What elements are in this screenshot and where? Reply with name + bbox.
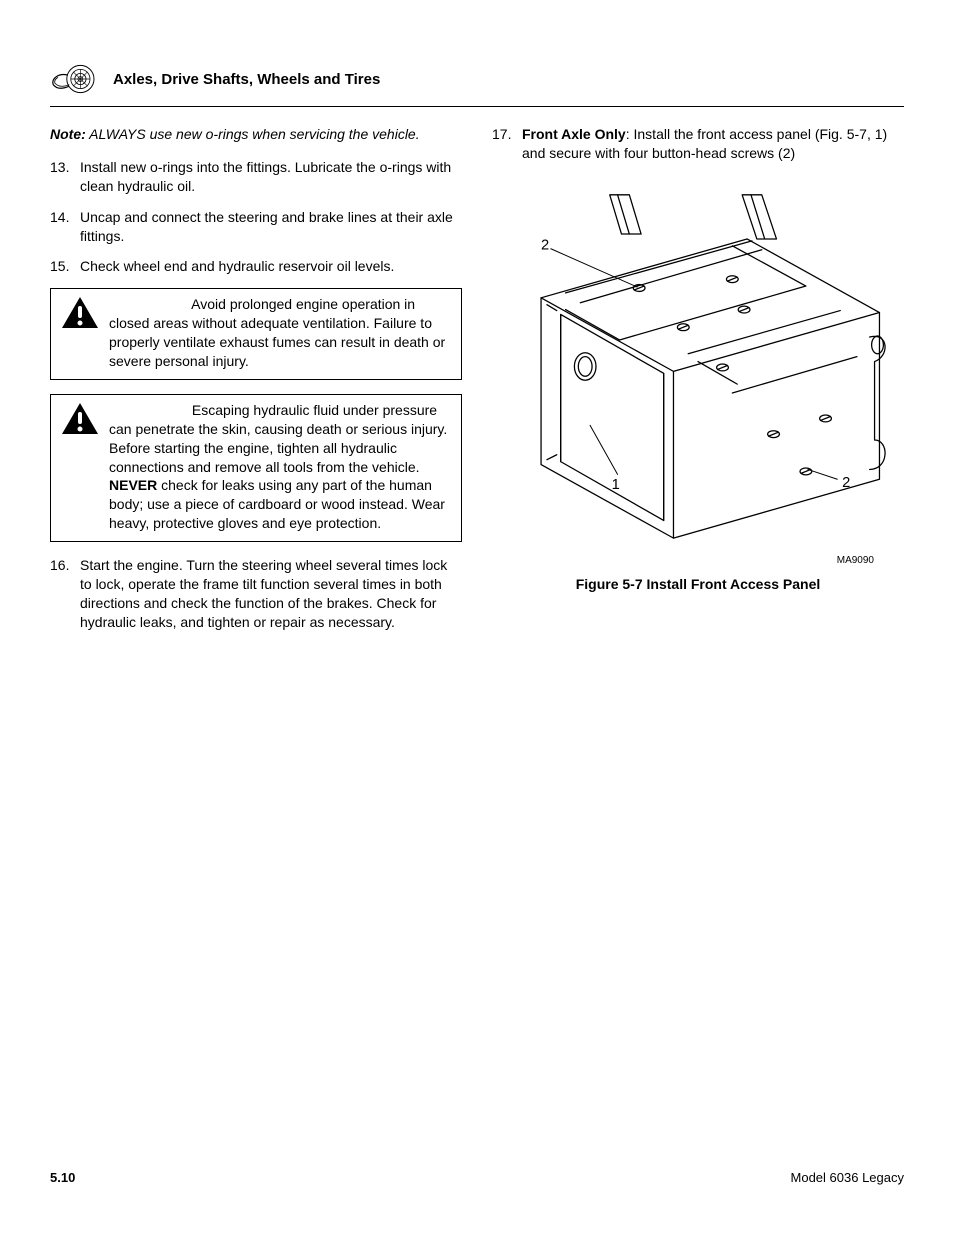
step-15: 15. Check wheel end and hydraulic reserv… [50, 257, 462, 276]
warning-icon-cell [51, 289, 109, 379]
warning-text: WARNING: Escaping hydraulic fluid under … [109, 395, 461, 541]
warning-never: NEVER [109, 477, 157, 493]
step-16: 16. Start the engine. Turn the steering … [50, 556, 462, 632]
note-text: ALWAYS use new o-rings when servicing th… [86, 126, 420, 142]
callout-1: 1 [612, 477, 620, 493]
step-text: Start the engine. Turn the steering whee… [80, 556, 462, 632]
steps-list-1: 13. Install new o-rings into the fitting… [50, 158, 462, 276]
figure-5-7: 2 1 2 MA9090 Figure 5-7 Install Front Ac… [492, 185, 904, 592]
warning-keyword: WARNING: [109, 402, 188, 418]
step-17-lead: Front Axle Only [522, 126, 626, 142]
callout-2a: 2 [541, 238, 549, 254]
steps-list-3: 17. Front Axle Only: Install the front a… [492, 125, 904, 163]
figure-code: MA9090 [492, 555, 874, 566]
note-block: Note: ALWAYS use new o-rings when servic… [50, 125, 462, 144]
callout-2b: 2 [842, 475, 850, 491]
note-label: Note: [50, 126, 86, 142]
steps-list-2: 16. Start the engine. Turn the steering … [50, 556, 462, 632]
section-icon [50, 60, 98, 98]
warning-icon-cell [51, 395, 109, 541]
step-text: Install new o-rings into the fittings. L… [80, 158, 462, 196]
warning-icon [60, 295, 100, 331]
step-num: 17. [492, 125, 522, 163]
warning-body-after: check for leaks using any part of the hu… [109, 477, 445, 531]
page-footer: 5.10 Model 6036 Legacy [50, 1170, 904, 1185]
left-column: Note: ALWAYS use new o-rings when servic… [50, 125, 462, 644]
model-label: Model 6036 Legacy [791, 1170, 904, 1185]
figure-illustration: 2 1 2 [492, 185, 904, 548]
content-area: Note: ALWAYS use new o-rings when servic… [50, 125, 904, 644]
warning-text: WARNING: Avoid prolonged engine operatio… [109, 289, 461, 379]
step-17: 17. Front Axle Only: Install the front a… [492, 125, 904, 163]
step-num: 14. [50, 208, 80, 246]
step-text: Uncap and connect the steering and brake… [80, 208, 462, 246]
warning-box-1: WARNING: Avoid prolonged engine operatio… [50, 288, 462, 380]
step-text: Check wheel end and hydraulic reservoir … [80, 257, 462, 276]
warning-keyword: WARNING: [109, 296, 188, 312]
step-num: 16. [50, 556, 80, 632]
step-num: 13. [50, 158, 80, 196]
warning-box-2: WARNING: Escaping hydraulic fluid under … [50, 394, 462, 542]
page-number: 5.10 [50, 1170, 75, 1185]
step-text: Front Axle Only: Install the front acces… [522, 125, 904, 163]
section-title: Axles, Drive Shafts, Wheels and Tires [113, 71, 380, 88]
step-13: 13. Install new o-rings into the fitting… [50, 158, 462, 196]
step-num: 15. [50, 257, 80, 276]
page-header: Axles, Drive Shafts, Wheels and Tires [50, 60, 904, 107]
right-column: 17. Front Axle Only: Install the front a… [492, 125, 904, 644]
step-14: 14. Uncap and connect the steering and b… [50, 208, 462, 246]
warning-icon [60, 401, 100, 437]
figure-caption: Figure 5-7 Install Front Access Panel [492, 576, 904, 592]
